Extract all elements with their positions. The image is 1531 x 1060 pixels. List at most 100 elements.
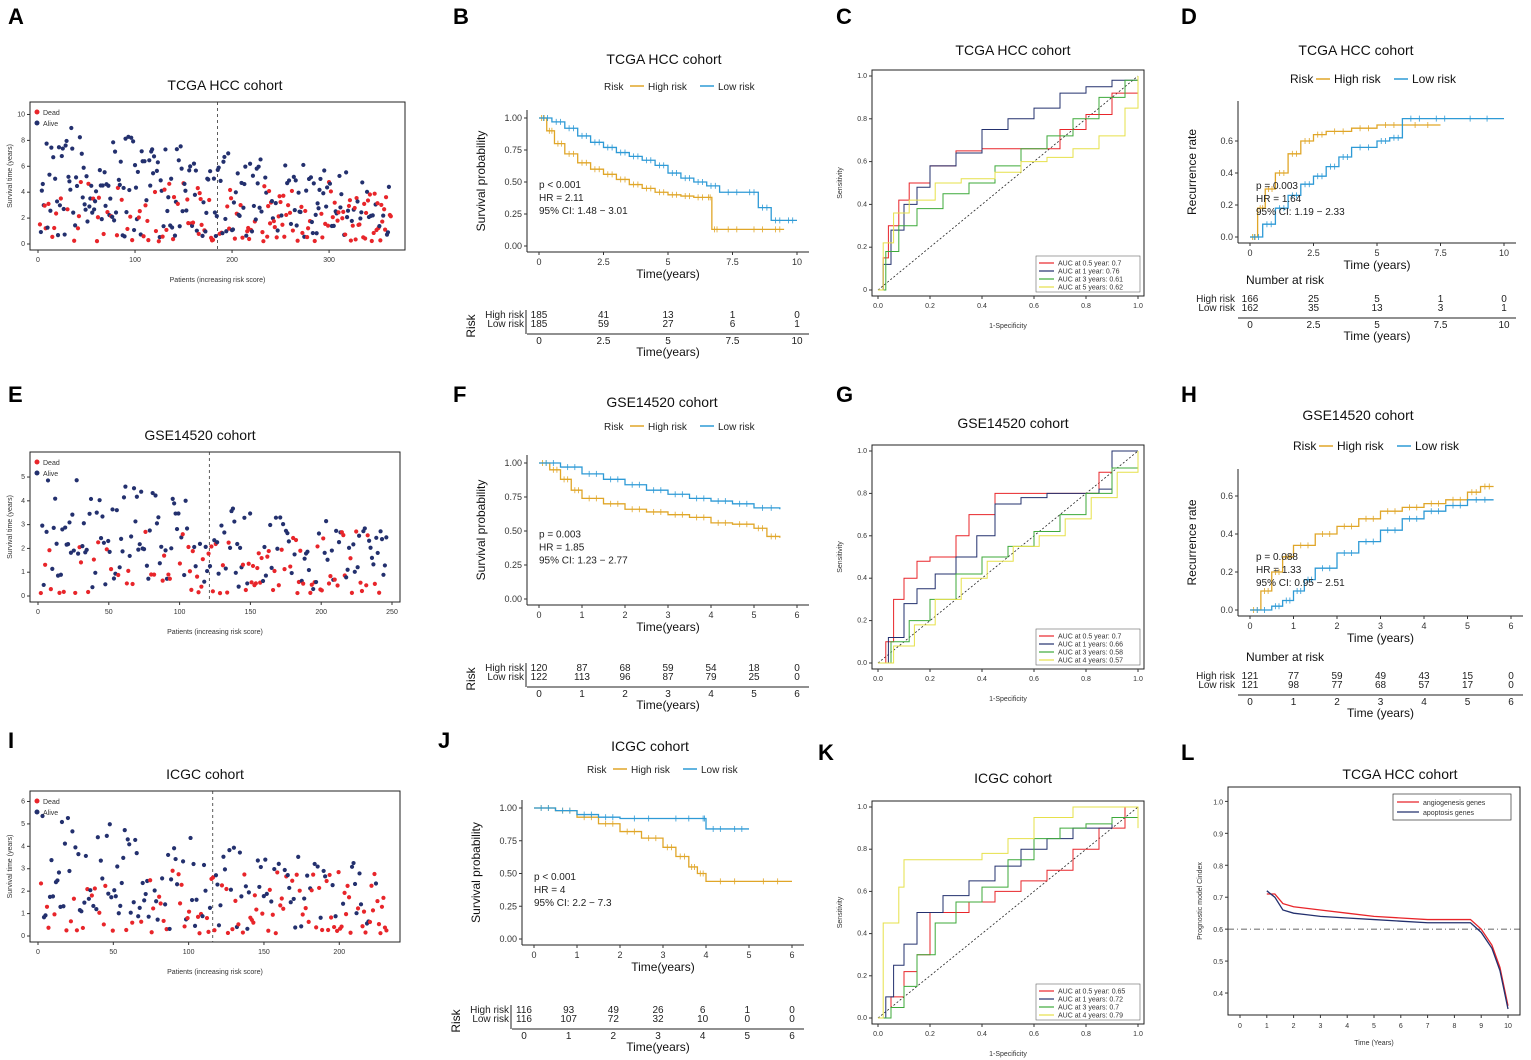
- alive-point: [133, 185, 139, 190]
- x-tick-label: 0: [536, 610, 541, 620]
- alive-point: [203, 229, 208, 234]
- dead-point: [167, 181, 172, 186]
- alive-point: [368, 545, 373, 550]
- risk-count: 77: [1331, 680, 1343, 691]
- alive-point: [121, 855, 126, 861]
- alive-point: [304, 188, 309, 193]
- dead-point: [276, 583, 281, 588]
- dead-point: [197, 931, 202, 936]
- risk-count: 0: [1508, 680, 1514, 691]
- risk-count: 0: [794, 672, 800, 683]
- dead-point: [370, 908, 376, 913]
- alive-point: [282, 867, 287, 873]
- alive-point: [56, 145, 62, 150]
- dead-point: [354, 195, 359, 201]
- dead-point: [185, 916, 190, 921]
- alive-point: [344, 215, 350, 220]
- y-tick-label: 0.4: [1213, 991, 1223, 998]
- alive-point: [51, 525, 56, 531]
- x-tick-label: 5: [751, 610, 756, 620]
- y-axis-label: Survival probability: [474, 480, 488, 581]
- alive-point: [309, 219, 314, 225]
- risk-count: 98: [1288, 680, 1300, 691]
- dead-point: [300, 912, 305, 917]
- alive-point: [318, 915, 323, 920]
- dead-point: [124, 581, 129, 586]
- risk-table-xlabel: Time(years): [636, 345, 700, 359]
- plot-frame: [871, 800, 1145, 1025]
- alive-point: [95, 835, 100, 840]
- alive-point: [61, 206, 66, 212]
- alive-point: [180, 859, 186, 864]
- y-tick-label: 0.00: [504, 594, 522, 604]
- alive-point: [281, 521, 286, 527]
- risk-count: 6: [730, 319, 736, 330]
- risk-count: 49: [608, 1005, 620, 1016]
- dead-point: [293, 537, 299, 543]
- dead-point: [305, 234, 310, 240]
- alive-point: [180, 209, 185, 214]
- dead-point: [280, 222, 285, 227]
- dead-point: [52, 225, 57, 231]
- dead-point: [272, 568, 277, 574]
- y-tick-label: 4: [21, 189, 25, 196]
- y-tick-label: 0.50: [504, 526, 522, 536]
- alive-point: [223, 566, 228, 571]
- alive-point: [226, 151, 231, 156]
- dead-point: [157, 894, 162, 899]
- alive-point: [53, 176, 58, 181]
- dead-point: [290, 228, 295, 233]
- legend-label: AUC at 5 years: 0.62: [1058, 285, 1123, 292]
- x-tick-label: 4: [1421, 621, 1426, 631]
- y-tick-label: 5: [21, 821, 25, 828]
- risk-count: 79: [705, 672, 717, 683]
- alive-point: [237, 545, 243, 550]
- alive-point: [276, 861, 281, 866]
- dead-point: [388, 214, 393, 219]
- dead-point: [115, 185, 121, 190]
- legend-label: angiogenesis genes: [1423, 800, 1486, 807]
- risk-table-tick: 7.5: [1434, 320, 1448, 331]
- alive-point: [137, 905, 142, 910]
- dead-point: [240, 235, 245, 240]
- dead-point: [349, 590, 355, 596]
- alive-point: [268, 522, 273, 528]
- alive-point: [163, 548, 168, 553]
- dead-point: [200, 557, 205, 562]
- alive-point: [292, 552, 297, 557]
- dead-point: [161, 918, 166, 924]
- dead-point: [160, 578, 165, 583]
- dead-point: [78, 179, 83, 185]
- dead-point: [73, 590, 78, 596]
- y-tick-label: 0.0: [857, 1015, 867, 1022]
- y-tick-label: 0.2: [1220, 567, 1233, 577]
- legend-label: AUC at 4 years: 0.57: [1058, 658, 1123, 665]
- dead-point: [339, 924, 344, 929]
- alive-point: [100, 183, 105, 188]
- alive-point: [227, 848, 232, 853]
- dead-point: [225, 930, 231, 936]
- alive-point: [231, 200, 237, 205]
- alive-point: [161, 224, 166, 229]
- alive-point: [275, 546, 280, 551]
- dead-point: [190, 549, 195, 554]
- dead-point: [328, 574, 333, 579]
- alive-point: [106, 538, 111, 544]
- alive-point: [315, 201, 320, 206]
- y-tick-label: 0.0: [1220, 232, 1233, 242]
- x-tick-label: 1.0: [1133, 676, 1143, 683]
- risk-table-tick: 0: [536, 689, 542, 700]
- risk-row-label: Low risk: [487, 319, 525, 330]
- alive-point: [316, 206, 321, 211]
- dead-point: [95, 215, 101, 220]
- x-tick-label: 2: [1292, 1023, 1296, 1030]
- alive-point: [233, 570, 238, 575]
- alive-point: [57, 203, 63, 208]
- alive-point: [352, 881, 358, 887]
- dead-point: [361, 909, 367, 914]
- alive-point: [111, 140, 116, 145]
- risk-row-label: Low risk: [487, 672, 525, 683]
- y-tick-label: 0.9: [1213, 831, 1223, 838]
- dead-point: [91, 557, 96, 562]
